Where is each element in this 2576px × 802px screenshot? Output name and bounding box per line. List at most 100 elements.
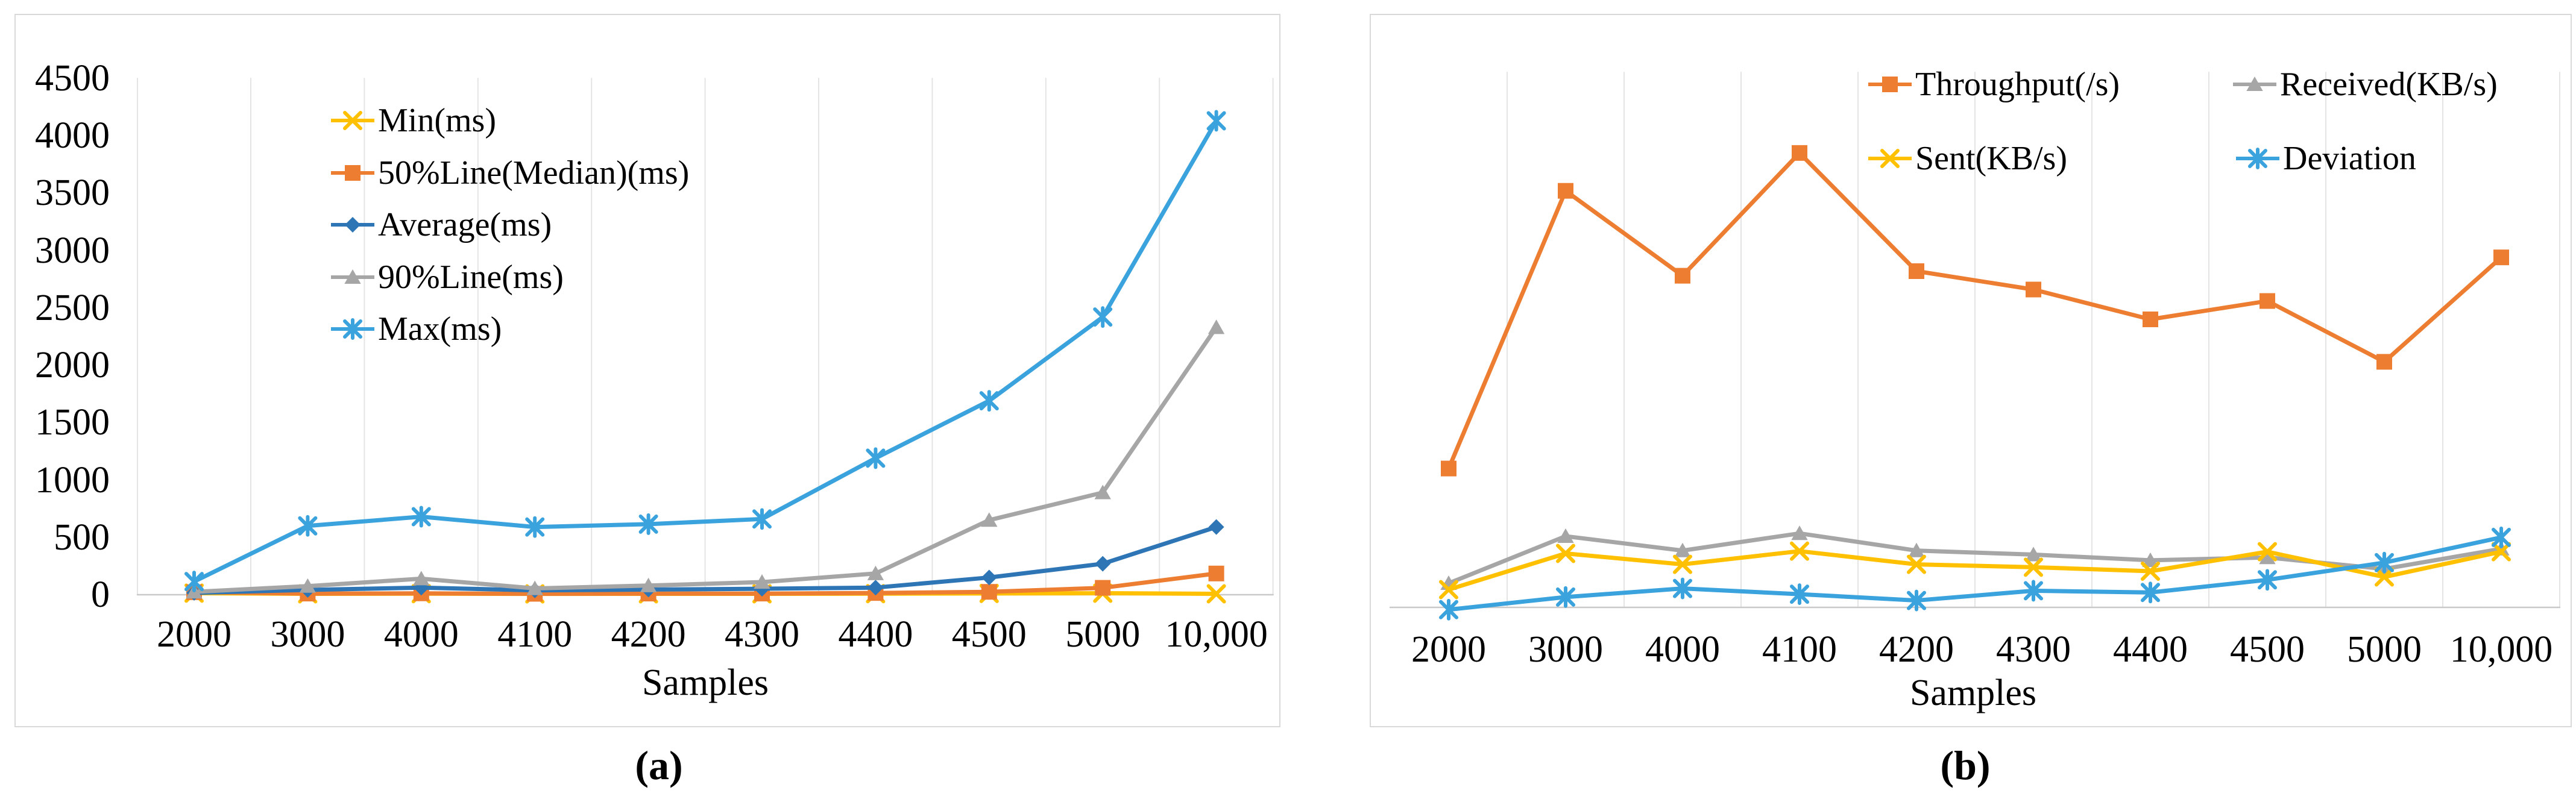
series-marker-triangle <box>640 577 657 592</box>
series-marker-asterisk <box>2248 148 2267 169</box>
legend-marker-asterisk-icon <box>2236 148 2279 169</box>
series-marker-asterisk <box>2492 526 2511 548</box>
legend-label: Deviation <box>2283 140 2416 177</box>
series-marker-square <box>1909 263 1924 280</box>
series-marker-square <box>1441 460 1456 477</box>
series-marker-triangle <box>1791 525 1808 540</box>
caption-panel-a: (a) <box>635 742 683 788</box>
chart-a-y-tick-3000: 3000 <box>35 230 110 271</box>
legend-item-deviation: Deviation <box>2234 137 2416 180</box>
series-marker-x <box>2492 542 2511 562</box>
chart-a-y-tick-3500: 3500 <box>35 172 110 214</box>
series-marker-triangle <box>526 580 543 595</box>
series-marker-triangle <box>1208 319 1225 334</box>
chart-b-x-tick-4300: 4300 <box>1996 629 2071 670</box>
chart-a-y-tick-1000: 1000 <box>35 459 110 501</box>
legend-marker-triangle-icon <box>2233 77 2276 92</box>
chart-b-x-tick-3000: 3000 <box>1528 629 1603 670</box>
legend-label: Throughput(/s) <box>1915 66 2120 103</box>
legend-marker-diamond-icon <box>331 217 374 233</box>
legend-item-50-line-median-ms: 50%Line(Median)(ms) <box>329 152 689 194</box>
series-marker-triangle <box>344 269 361 284</box>
series-marker-asterisk <box>1556 586 1575 608</box>
chart-b-x-tick-4200: 4200 <box>1879 629 1954 670</box>
series-marker-asterisk <box>1790 583 1809 606</box>
legend-marker-square-icon <box>1868 77 1912 92</box>
series-marker-triangle <box>2142 552 2159 567</box>
legend-marker-triangle-icon <box>331 269 374 284</box>
series-marker-square <box>2493 249 2509 266</box>
legend-item-max-ms: Max(ms) <box>329 308 502 350</box>
legend-label: Min(ms) <box>378 102 496 139</box>
series-marker-square <box>2026 281 2041 298</box>
series-marker-triangle <box>1557 528 1574 543</box>
chart-b-x-tick-4500: 4500 <box>2230 629 2305 670</box>
series-marker-asterisk <box>1439 598 1458 621</box>
chart-a-x-tick-10-000: 10,000 <box>1165 614 1268 655</box>
chart-a-x-tick-2000: 2000 <box>157 614 231 655</box>
series-marker-square <box>1792 145 1807 161</box>
panel-b-card <box>1370 14 2572 727</box>
legend-item-average-ms: Average(ms) <box>329 204 552 246</box>
series-marker-diamond <box>868 580 884 596</box>
chart-b-x-tick-4000: 4000 <box>1645 629 1720 670</box>
series-marker-square <box>1882 77 1898 92</box>
series-marker-asterisk <box>752 508 772 530</box>
series-line-max-ms <box>192 118 1219 584</box>
series-marker-x <box>343 111 362 130</box>
legend-label: Sent(KB/s) <box>1915 140 2067 177</box>
series-line-90-line-ms <box>192 325 1219 594</box>
chart-a-y-tick-500: 500 <box>54 516 110 558</box>
chart-a-x-tick-4400: 4400 <box>838 614 913 655</box>
series-marker-triangle <box>1908 542 1925 557</box>
legend-label: Average(ms) <box>378 206 552 243</box>
series-marker-asterisk <box>184 571 204 593</box>
chart-b-x-tick-4100: 4100 <box>1762 629 1837 670</box>
chart-a-y-tick-1500: 1500 <box>35 402 110 443</box>
series-marker-x <box>1790 541 1809 561</box>
legend-marker-asterisk-icon <box>331 318 374 340</box>
legend-item-sent-kb-s: Sent(KB/s) <box>1866 137 2067 180</box>
chart-b-x-tick-4400: 4400 <box>2113 629 2188 670</box>
series-marker-asterisk <box>979 390 999 412</box>
series-marker-square <box>345 165 361 181</box>
series-marker-square <box>2260 293 2275 309</box>
legend-marker-square-icon <box>331 165 374 181</box>
chart-a-x-tick-4200: 4200 <box>611 614 686 655</box>
series-marker-asterisk <box>638 513 658 535</box>
series-marker-x <box>1880 149 1900 168</box>
chart-b-x-axis-title: Samples <box>1909 672 2037 713</box>
chart-a-y-tick-2000: 2000 <box>35 345 110 386</box>
chart-a-y-tick-0: 0 <box>91 574 110 615</box>
series-marker-x <box>1206 584 1226 604</box>
series-marker-x <box>1439 580 1458 600</box>
legend-label: Received(KB/s) <box>2280 66 2498 103</box>
legend-marker-x-icon <box>331 111 374 130</box>
series-marker-triangle <box>2025 547 2042 562</box>
chart-a-x-tick-4100: 4100 <box>497 614 573 655</box>
series-marker-square <box>1558 183 1573 199</box>
series-marker-x <box>1907 554 1926 574</box>
panel-a-card <box>14 14 1280 727</box>
series-marker-triangle <box>867 565 884 580</box>
chart-a-x-tick-4000: 4000 <box>383 614 459 655</box>
series-marker-square <box>981 584 997 600</box>
legend-item-90-line-ms: 90%Line(ms) <box>329 256 564 298</box>
series-marker-asterisk <box>2375 551 2394 574</box>
legend-item-received-kb-s: Received(KB/s) <box>2231 63 2498 105</box>
legend-label: 90%Line(ms) <box>378 258 564 296</box>
series-marker-square <box>1208 565 1224 581</box>
series-marker-diamond <box>1095 556 1111 572</box>
chart-a-x-tick-4500: 4500 <box>951 614 1027 655</box>
series-line-throughput-s <box>1446 151 2504 471</box>
series-marker-asterisk <box>343 318 362 340</box>
series-marker-diamond <box>1208 519 1224 535</box>
chart-a-x-tick-5000: 5000 <box>1065 614 1141 655</box>
series-marker-asterisk <box>2258 569 2277 591</box>
series-line-deviation <box>1446 535 2504 612</box>
legend-label: Max(ms) <box>378 310 502 348</box>
chart-b-x-tick-2000: 2000 <box>1411 629 1486 670</box>
legend-item-min-ms: Min(ms) <box>329 99 496 142</box>
